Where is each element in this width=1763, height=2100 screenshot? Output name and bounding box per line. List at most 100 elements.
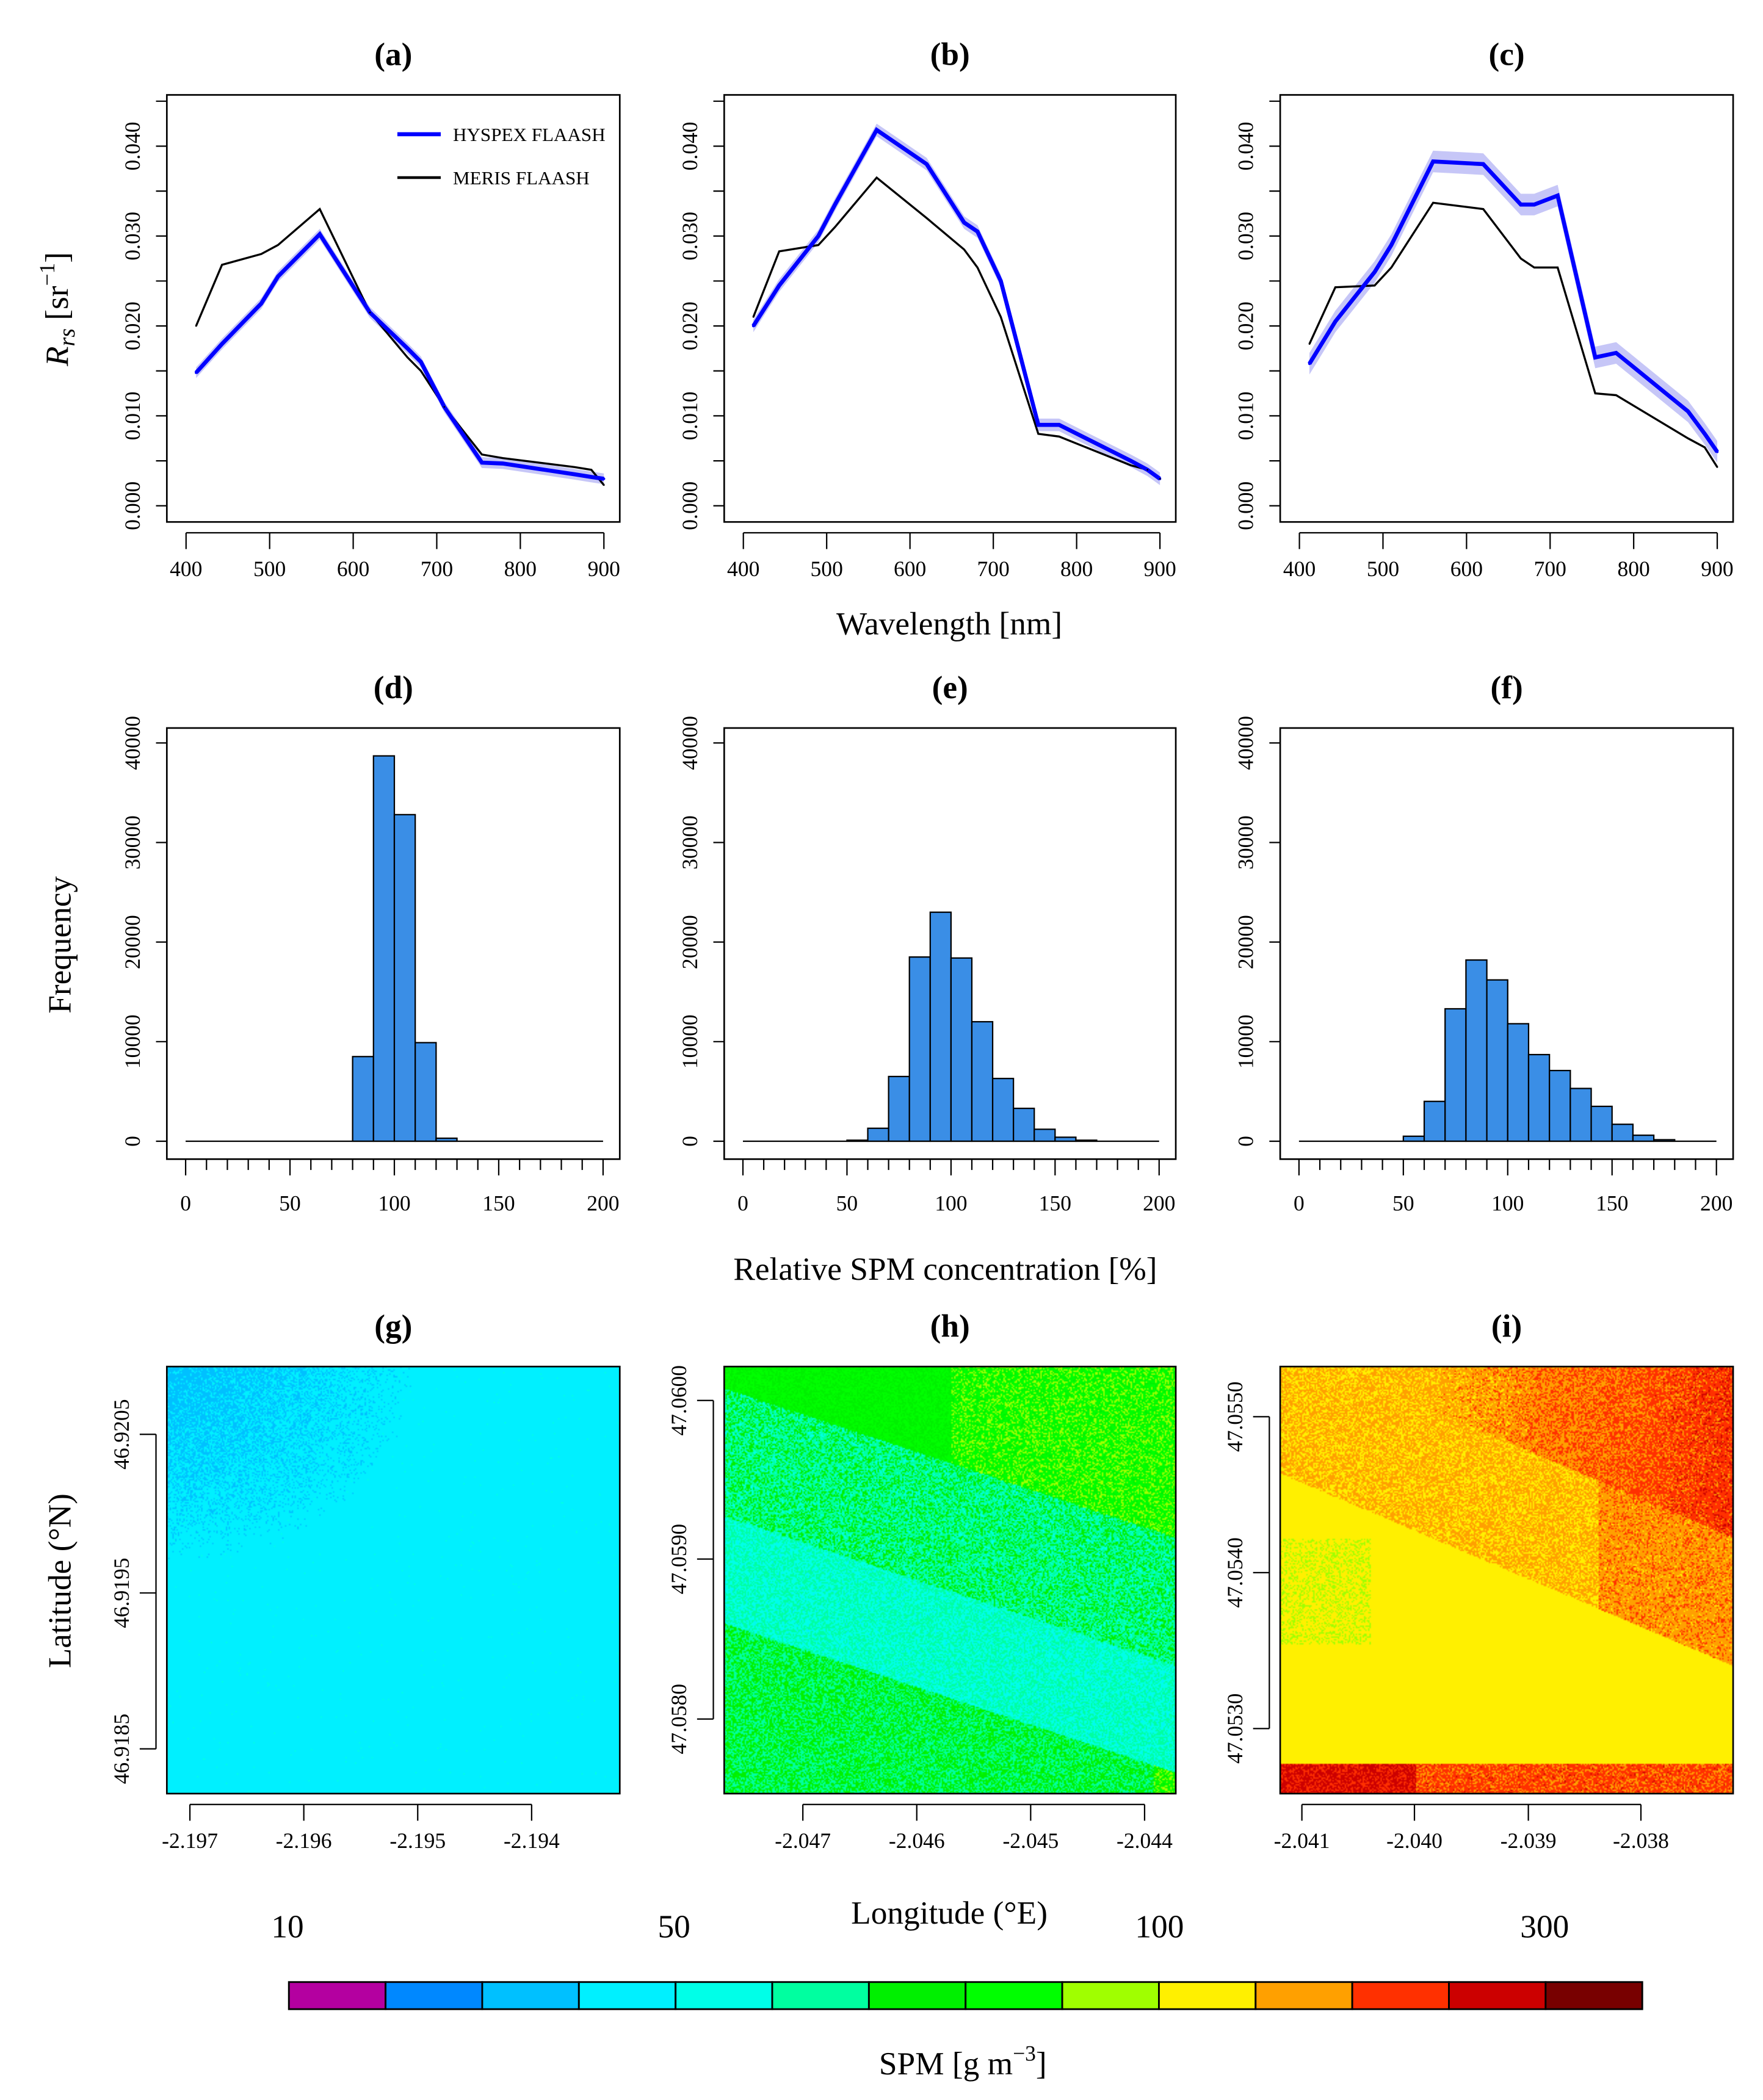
colorbar-cell — [288, 1981, 387, 2010]
legend-item: MERIS FLAASH — [453, 167, 590, 189]
plot-frame — [165, 94, 621, 523]
lon-tick-label: -2.194 — [504, 1828, 560, 1853]
plot-frame — [165, 1365, 621, 1795]
data-point-hyspex — [1129, 459, 1132, 463]
lat-tick-label: 47.0590 — [667, 1524, 691, 1594]
histogram-bar — [1653, 1139, 1676, 1142]
data-point-meris — [1000, 316, 1002, 318]
plot-frame — [165, 727, 621, 1160]
histogram-bar — [415, 1042, 437, 1142]
y-axis-label-latitude: Latitude (°N) — [42, 1493, 78, 1668]
lat-tick-label: 47.0580 — [667, 1684, 691, 1754]
lon-tick-label: -2.197 — [162, 1828, 218, 1853]
y-tick-label: 30000 — [120, 815, 145, 870]
colorbar-cell — [385, 1981, 483, 2010]
y-tick-label: 0.020 — [1234, 301, 1258, 350]
x-tick-label: 0 — [1294, 1191, 1305, 1216]
x-axis-label-longitude: Longitude (°E) — [851, 1894, 1048, 1931]
histogram-bar — [1507, 1023, 1530, 1142]
x-tick-label: 150 — [1596, 1191, 1628, 1216]
data-point-meris — [407, 356, 408, 358]
data-point-hyspex — [1308, 362, 1311, 366]
data-point-meris — [603, 484, 605, 486]
data-point-hyspex — [1482, 162, 1485, 166]
colorbar-cell — [1254, 1981, 1353, 2010]
panel-c: (c) 0.000 0.010 0.020 0.030 0.040 400 500 600 700… — [1234, 36, 1734, 581]
histogram-bar — [1402, 1135, 1425, 1142]
data-point-meris — [1687, 437, 1689, 439]
y-tick-label: 10000 — [678, 1014, 702, 1069]
y-axis-label-rrs: Rrs [sr−1] — [35, 252, 80, 367]
spm-map-image — [724, 1366, 1176, 1794]
data-point-meris — [574, 466, 576, 468]
y-tick-label: 40000 — [120, 716, 145, 770]
lon-tick-label: -2.047 — [775, 1828, 831, 1853]
x-axis-label-spm: Relative SPM concentration [%] — [733, 1250, 1157, 1287]
x-tick-label: 100 — [378, 1191, 410, 1216]
data-point-hyspex — [1037, 423, 1040, 427]
data-point-hyspex — [976, 230, 979, 233]
x-tick-label: 50 — [836, 1191, 858, 1216]
data-point-meris — [1334, 286, 1336, 289]
data-point-meris — [481, 453, 483, 456]
ylabel-r: R — [38, 346, 75, 367]
colorbar-cell — [1351, 1981, 1450, 2010]
panel-f: (f) 0 10000 20000 30000 40000 0 50 100 150 200 — [1234, 669, 1734, 1216]
colorbar-label-300: 300 — [1520, 1908, 1569, 1944]
series-line-hyspex — [1308, 159, 1719, 453]
panel-h: (h) -2.047 -2.046 -2.045 -2.044 47.0580 47.059… — [667, 1307, 1177, 1853]
histogram-bar — [867, 1127, 889, 1142]
panel-title: (f) — [1490, 669, 1522, 705]
x-tick-label: 900 — [588, 557, 620, 581]
data-point-meris — [502, 457, 504, 459]
hyspex-uncertainty-band — [753, 123, 1160, 485]
histogram-bar — [1590, 1105, 1613, 1142]
data-point-meris — [875, 176, 878, 179]
panel-g: (g) -2.197 -2.196 -2.195 -2.194 46.9185 46.919… — [109, 1307, 621, 1853]
data-point-meris — [1520, 258, 1522, 259]
lon-tick-label: -2.041 — [1274, 1828, 1330, 1853]
y-tick-label: 30000 — [678, 815, 702, 870]
y-tick-label: 0.020 — [120, 301, 145, 350]
series-line-meris — [1308, 201, 1718, 468]
x-tick-label: 150 — [1039, 1191, 1071, 1216]
y-tick-label: 30000 — [1234, 815, 1258, 870]
lon-tick-label: -2.046 — [889, 1828, 945, 1853]
data-point-meris — [1037, 433, 1040, 435]
panel-title: (h) — [930, 1307, 970, 1344]
data-point-hyspex — [1556, 194, 1559, 197]
colorbar-cell — [867, 1981, 967, 2010]
data-point-hyspex — [1686, 410, 1690, 413]
data-point-meris — [963, 248, 965, 251]
data-point-meris — [752, 316, 755, 318]
data-point-meris — [1374, 284, 1376, 287]
data-point-meris — [976, 267, 979, 269]
x-tick-label: 800 — [504, 557, 537, 581]
histogram-bar — [1465, 959, 1488, 1142]
data-point-meris — [1482, 208, 1485, 210]
y-tick-label: 0.020 — [678, 301, 702, 350]
data-point-hyspex — [1389, 244, 1393, 247]
panel-title: (i) — [1491, 1307, 1522, 1344]
data-point-hyspex — [1519, 203, 1522, 206]
histogram-bar — [991, 1078, 1015, 1142]
data-point-meris — [778, 250, 780, 253]
data-point-hyspex — [480, 461, 483, 464]
ylabel-close: ] — [38, 252, 75, 263]
y-tick-label: 40000 — [678, 716, 702, 770]
data-point-hyspex — [1057, 423, 1061, 427]
data-point-hyspex — [318, 233, 322, 236]
data-point-hyspex — [1593, 356, 1597, 359]
data-point-hyspex — [259, 302, 263, 305]
panel-title: (a) — [374, 36, 412, 73]
lon-tick-label: -2.040 — [1386, 1828, 1443, 1853]
histogram-bar — [888, 1075, 910, 1142]
x-tick-label: 150 — [482, 1191, 515, 1216]
panel-title: (c) — [1489, 36, 1525, 73]
data-point-meris — [443, 406, 446, 408]
series-line-hyspex — [194, 231, 604, 481]
data-point-meris — [1615, 394, 1617, 396]
x-tick-label: 100 — [935, 1191, 967, 1216]
histogram-bar — [1569, 1088, 1592, 1142]
